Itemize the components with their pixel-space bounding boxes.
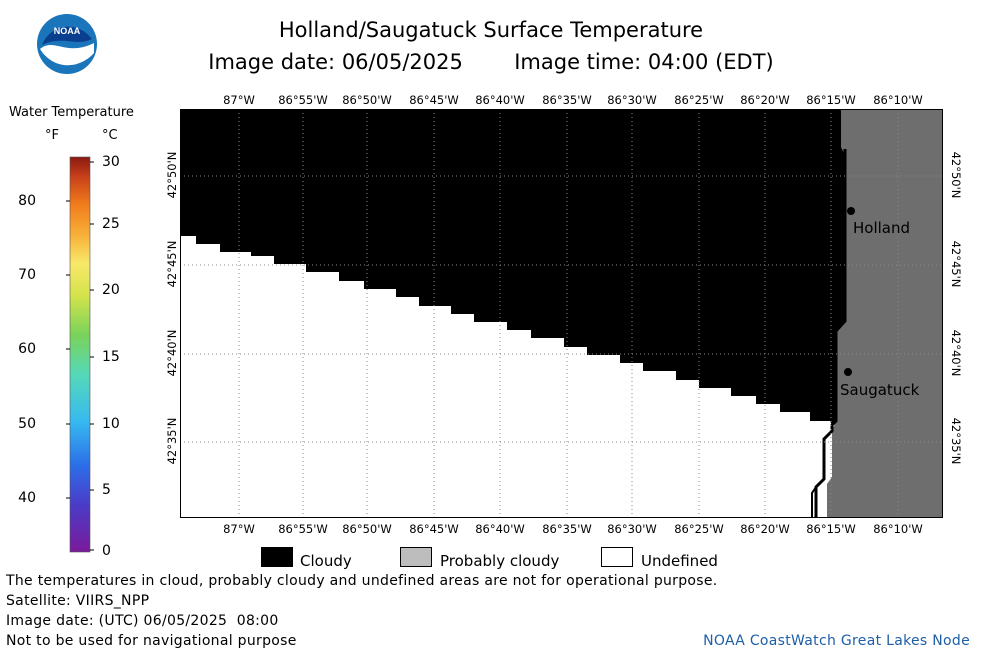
image-date: Image date: 06/05/2025 [208, 50, 463, 74]
lon-label-top: 86°35'W [542, 93, 592, 107]
lon-label-bottom: 86°30'W [607, 522, 657, 536]
key-swatch-cloudy [261, 547, 293, 567]
image-datetime: Image date: 06/05/2025 Image time: 04:00… [0, 50, 982, 74]
lon-label-top: 86°55'W [278, 93, 328, 107]
unit-celsius: °C [102, 128, 118, 143]
lon-label-bottom: 87°W [223, 522, 255, 536]
logo-text: NOAA [54, 26, 81, 36]
lon-label-top: 86°20'W [740, 93, 790, 107]
key-swatch-undefined [601, 547, 633, 567]
key-swatch-probably-cloudy [400, 547, 432, 567]
footer-utc-date: Image date: (UTC) 06/05/2025 08:00 [6, 613, 279, 629]
key-label-undefined: Undefined [641, 552, 718, 570]
noaa-logo: NOAA [37, 14, 97, 74]
graticule [180, 109, 943, 518]
tick-c-20: 20 [102, 282, 120, 298]
lon-label-top: 86°30'W [607, 93, 657, 107]
key-label-cloudy: Cloudy [300, 552, 352, 570]
place-saugatuck: Saugatuck [840, 381, 920, 399]
cloudy-area [180, 109, 845, 425]
temperature-map: Holland Saugatuck [180, 109, 943, 518]
lon-label-bottom: 86°35'W [542, 522, 592, 536]
lon-label-top: 86°15'W [806, 93, 856, 107]
footer-disclaimer: The temperatures in cloud, probably clou… [6, 573, 718, 589]
lon-label-bottom: 86°50'W [342, 522, 392, 536]
tick-c-30: 30 [102, 154, 120, 170]
lon-label-top: 87°W [223, 93, 255, 107]
holland-marker [847, 207, 855, 215]
lat-label-left: 42°45'N [165, 240, 179, 288]
lon-label-top: 86°25'W [674, 93, 724, 107]
footer-satellite: Satellite: VIIRS_NPP [6, 593, 150, 609]
lat-label-left: 42°35'N [165, 417, 179, 465]
lon-label-bottom: 86°10'W [873, 522, 923, 536]
lon-label-bottom: 86°20'W [740, 522, 790, 536]
lat-label-right: 42°50'N [949, 151, 963, 199]
lon-label-bottom: 86°15'W [806, 522, 856, 536]
shoreline [814, 149, 847, 518]
lon-label-top: 86°45'W [409, 93, 459, 107]
lat-label-left: 42°40'N [165, 329, 179, 377]
tick-c-10: 10 [102, 416, 120, 432]
place-holland: Holland [853, 219, 910, 237]
footer-credit: NOAA CoastWatch Great Lakes Node [703, 633, 970, 649]
lon-label-bottom: 86°45'W [409, 522, 459, 536]
tick-f-50: 50 [18, 416, 36, 432]
color-scale [66, 156, 94, 553]
lat-label-left: 42°50'N [165, 151, 179, 199]
image-time: Image time: 04:00 (EDT) [514, 50, 774, 74]
lat-label-right: 42°40'N [949, 329, 963, 377]
probably-cloudy-land [827, 109, 943, 518]
saugatuck-marker [844, 368, 852, 376]
page-title: Holland/Saugatuck Surface Temperature [278, 18, 704, 42]
legend-title: Water Temperature [9, 105, 134, 120]
tick-f-70: 70 [18, 267, 36, 283]
tick-c-15: 15 [102, 349, 120, 365]
lon-label-bottom: 86°55'W [278, 522, 328, 536]
tick-c-0: 0 [102, 543, 111, 559]
lat-label-right: 42°35'N [949, 417, 963, 465]
lon-label-top: 86°40'W [475, 93, 525, 107]
key-label-probably-cloudy: Probably cloudy [440, 552, 560, 570]
tick-f-40: 40 [18, 490, 36, 506]
lon-label-top: 86°10'W [873, 93, 923, 107]
tick-c-25: 25 [102, 216, 120, 232]
tick-f-80: 80 [18, 193, 36, 209]
lon-label-bottom: 86°25'W [674, 522, 724, 536]
lat-label-right: 42°45'N [949, 240, 963, 288]
lon-label-top: 86°50'W [342, 93, 392, 107]
footer-navigation-warning: Not to be used for navigational purpose [6, 633, 297, 649]
tick-f-60: 60 [18, 341, 36, 357]
lon-label-bottom: 86°40'W [475, 522, 525, 536]
tick-c-5: 5 [102, 482, 111, 498]
unit-fahrenheit: °F [45, 128, 59, 143]
